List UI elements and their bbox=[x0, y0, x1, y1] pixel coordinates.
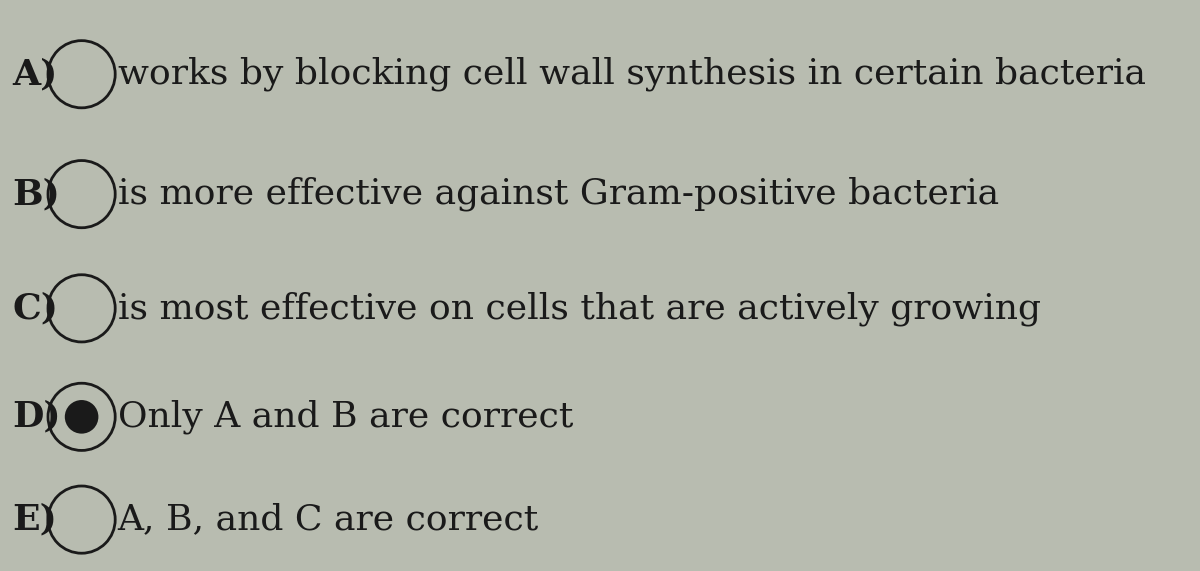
Text: works by blocking cell wall synthesis in certain bacteria: works by blocking cell wall synthesis in… bbox=[118, 57, 1146, 91]
Text: is most effective on cells that are actively growing: is most effective on cells that are acti… bbox=[118, 291, 1040, 325]
Text: D): D) bbox=[12, 400, 61, 434]
Text: A, B, and C are correct: A, B, and C are correct bbox=[118, 502, 539, 537]
Ellipse shape bbox=[65, 400, 98, 433]
Text: E): E) bbox=[12, 502, 56, 537]
Text: A): A) bbox=[12, 57, 58, 91]
Text: C): C) bbox=[12, 291, 58, 325]
Text: B): B) bbox=[12, 177, 60, 211]
Text: Only A and B are correct: Only A and B are correct bbox=[118, 400, 572, 434]
Text: is more effective against Gram-positive bacteria: is more effective against Gram-positive … bbox=[118, 177, 998, 211]
